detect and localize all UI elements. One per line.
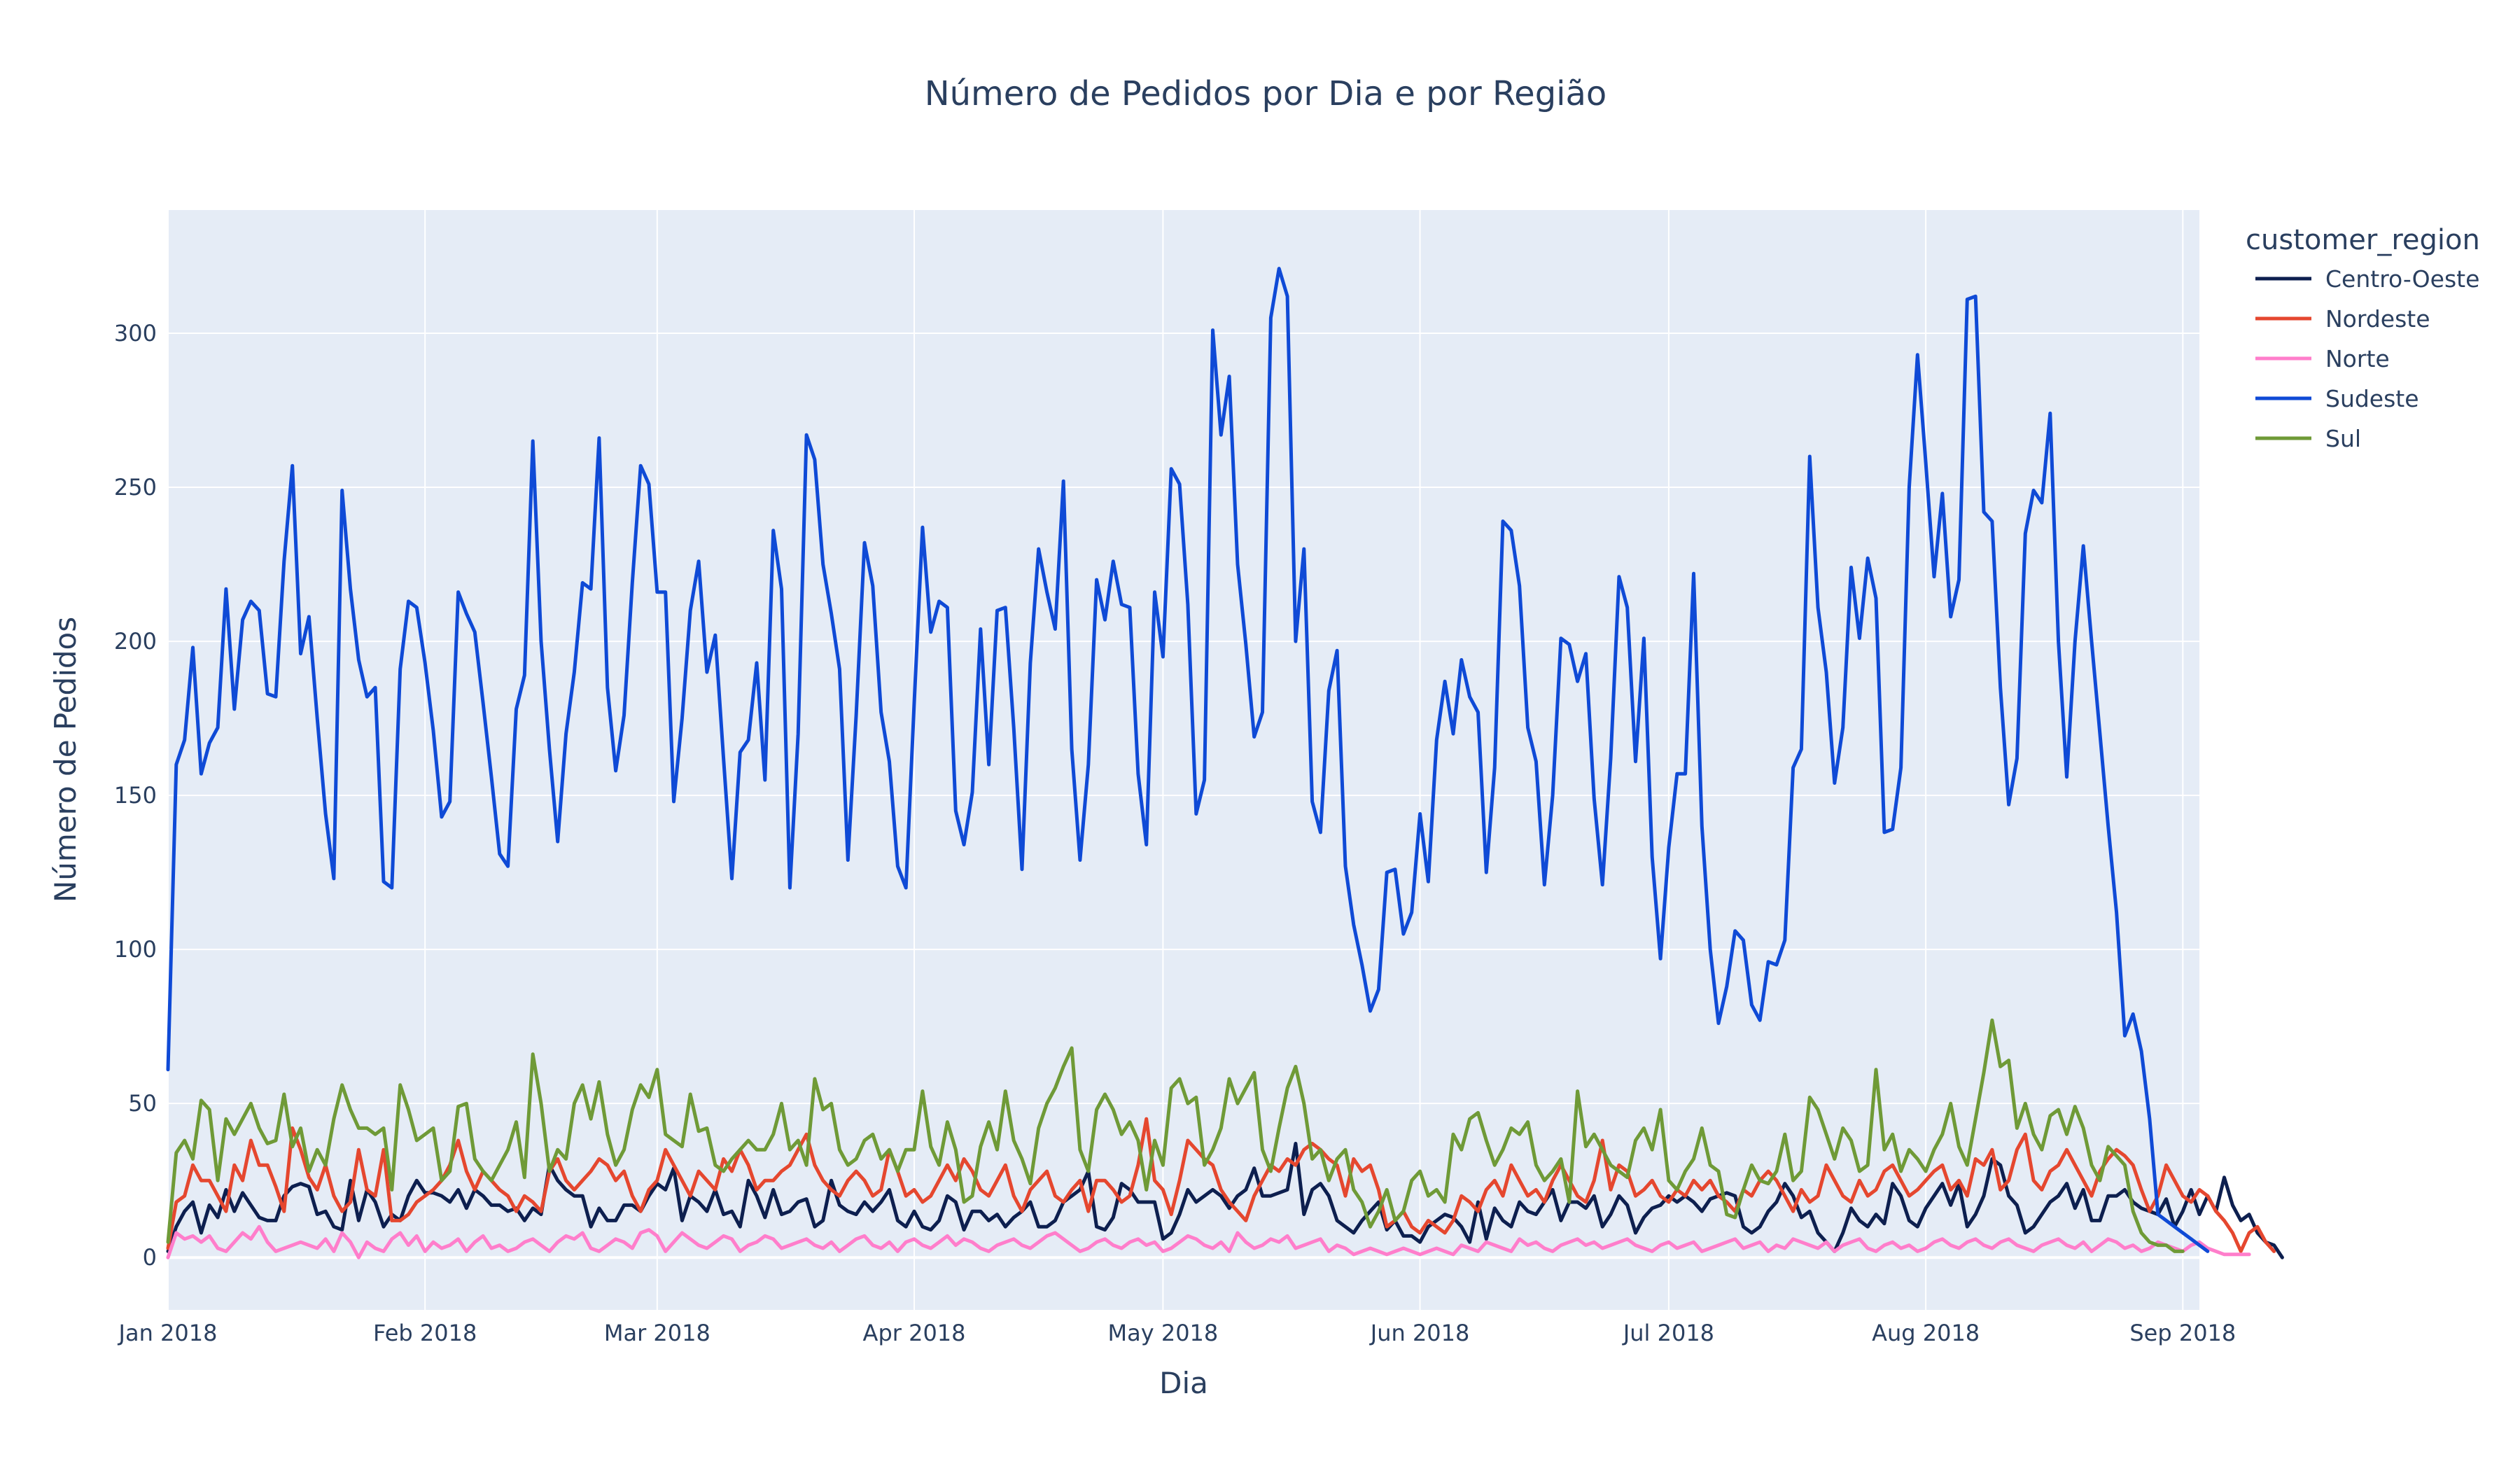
series-line-nordeste (166, 1117, 2276, 1253)
x-tick-label: Sep 2018 (2129, 1320, 2236, 1346)
tick-labels: 0 50 100 150 200 250 300 Jan 2018 Feb 2018 Mar 20… (114, 320, 2236, 1346)
legend-title: customer_region (2246, 224, 2480, 256)
legend-label: Sudeste (2325, 385, 2419, 412)
y-tick-label: 300 (114, 320, 157, 347)
legend-label: Norte (2325, 345, 2390, 372)
y-tick-label: 250 (114, 474, 157, 501)
grid-lines (167, 210, 2199, 1310)
legend-items: Centro-Oeste Nordeste Norte Sudeste Sul (2255, 265, 2479, 452)
y-tick-label: 0 (143, 1244, 157, 1271)
legend-label: Sul (2325, 425, 2361, 452)
x-tick-label: Apr 2018 (863, 1320, 966, 1346)
x-tick-label: Jan 2018 (118, 1320, 218, 1346)
x-tick-label: Jul 2018 (1622, 1320, 1714, 1346)
y-tick-label: 200 (114, 628, 157, 655)
series-line-norte (166, 1224, 2251, 1259)
y-tick-label: 150 (114, 782, 157, 809)
chart-title: Número de Pedidos por Dia e por Região (925, 74, 1607, 113)
series-lines (166, 267, 2284, 1259)
legend: customer_region Centro-Oeste Nordeste Nort… (2246, 224, 2480, 452)
legend-label: Nordeste (2325, 305, 2430, 333)
x-axis-title: Dia (1159, 1366, 1208, 1400)
x-tick-label: Feb 2018 (373, 1320, 477, 1346)
y-tick-label: 50 (128, 1090, 157, 1117)
x-tick-label: Jun 2018 (1369, 1320, 1470, 1346)
x-tick-label: Mar 2018 (604, 1320, 710, 1346)
x-tick-label: Aug 2018 (1872, 1320, 1980, 1346)
plot-area (168, 210, 2199, 1310)
y-tick-label: 100 (114, 936, 157, 963)
y-axis-title: Número de Pedidos (48, 617, 83, 902)
series-line-centro-oeste (166, 1141, 2284, 1259)
series-line-sudeste (166, 267, 2210, 1253)
legend-label: Centro-Oeste (2325, 265, 2479, 293)
x-tick-label: May 2018 (1108, 1320, 1219, 1346)
series-line-sul (166, 1018, 2185, 1253)
